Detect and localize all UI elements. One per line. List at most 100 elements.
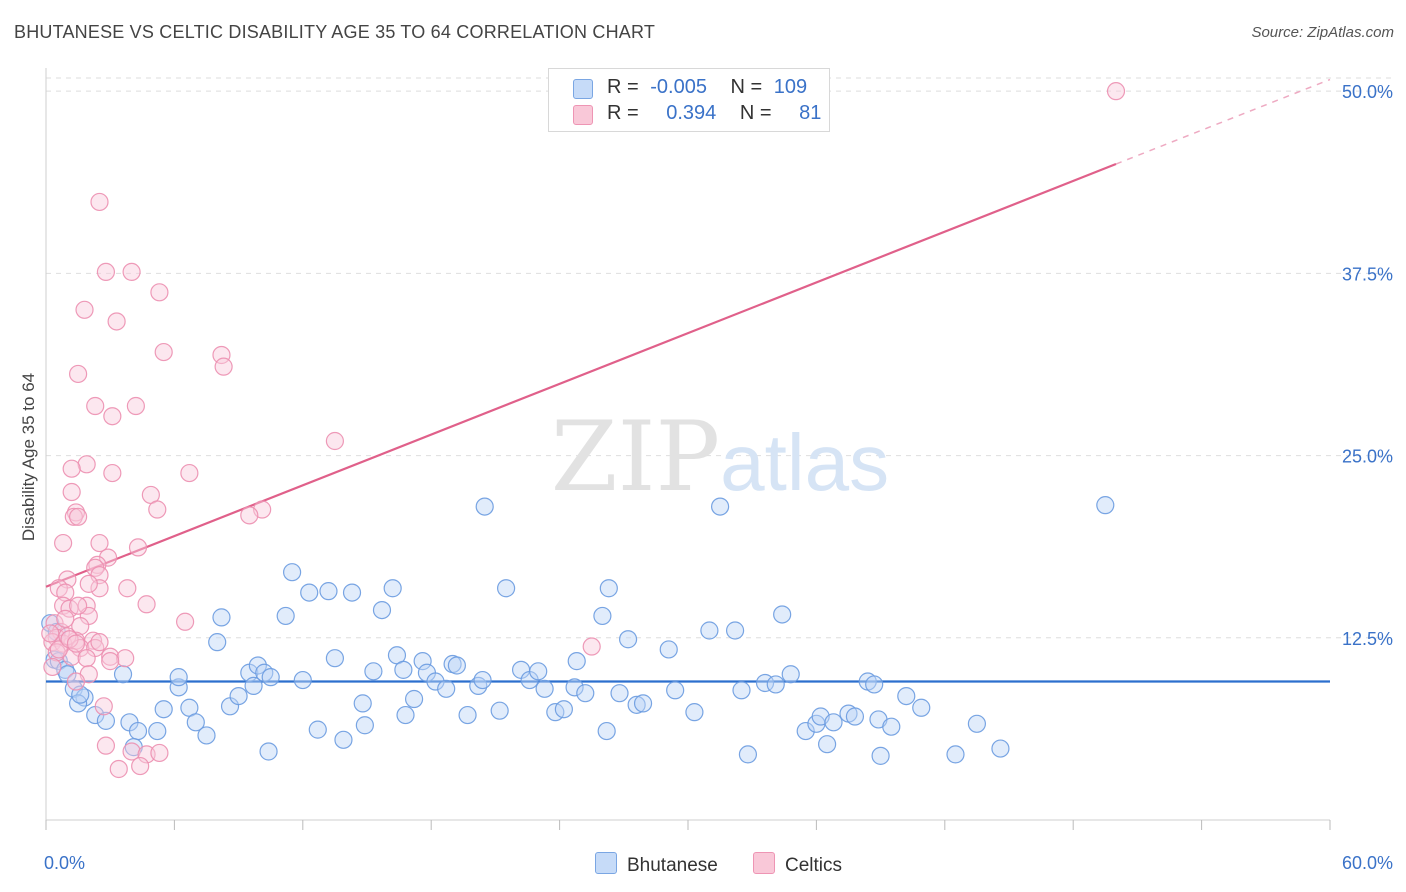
data-point-bhutanese <box>554 700 573 719</box>
legend-item-celtics[interactable]: Celtics <box>753 852 842 877</box>
data-point-bhutanese <box>710 497 730 516</box>
data-point-bhutanese <box>355 716 374 735</box>
data-point-celtics <box>103 463 122 483</box>
data-point-celtics <box>43 657 62 677</box>
y-axis-label: Disability Age 35 to 64 <box>19 373 38 541</box>
data-point-bhutanese <box>169 668 188 687</box>
data-point-celtics <box>90 533 109 553</box>
data-point-bhutanese <box>781 665 800 684</box>
n-label: N = <box>739 102 772 124</box>
data-point-celtics <box>176 612 195 631</box>
data-point-bhutanese <box>96 711 116 730</box>
data-point-bhutanese <box>659 640 678 659</box>
data-point-celtics <box>68 507 88 526</box>
data-point-bhutanese <box>197 726 216 745</box>
data-point-bhutanese <box>208 633 227 652</box>
data-point-bhutanese <box>458 705 477 725</box>
data-point-bhutanese <box>113 665 133 684</box>
data-point-celtics <box>68 596 88 615</box>
data-point-bhutanese <box>186 713 205 732</box>
data-point-bhutanese <box>169 678 188 697</box>
data-point-bhutanese <box>342 583 362 602</box>
r-label: R = <box>607 76 639 98</box>
data-point-bhutanese <box>882 717 901 736</box>
series-celtics <box>41 82 1126 779</box>
y-tick-label: 37.5% <box>1342 264 1393 284</box>
x-tick-label: 60.0% <box>1342 853 1393 873</box>
data-point-celtics <box>118 579 137 598</box>
data-point-celtics <box>71 617 90 636</box>
data-point-bhutanese <box>593 606 612 626</box>
data-point-celtics <box>128 538 148 557</box>
n-value: 81 <box>799 102 822 124</box>
legend-swatch-bhutanese <box>573 79 593 99</box>
data-point-celtics <box>41 624 60 643</box>
n-label: N = <box>730 76 763 98</box>
data-point-bhutanese <box>334 730 353 749</box>
data-point-celtics <box>150 743 169 763</box>
trend-line-celtics <box>45 163 1117 588</box>
data-point-celtics <box>109 759 128 779</box>
data-point-bhutanese <box>325 649 344 668</box>
data-point-celtics <box>77 455 96 474</box>
axes <box>45 68 1331 830</box>
data-point-bhutanese <box>475 497 494 516</box>
data-point-celtics <box>98 548 118 567</box>
data-point-celtics <box>137 595 156 614</box>
data-point-bhutanese <box>229 686 248 706</box>
data-point-celtics <box>77 649 96 668</box>
data-point-bhutanese <box>1096 496 1115 515</box>
data-point-bhutanese <box>700 621 719 640</box>
data-point-bhutanese <box>259 742 278 761</box>
data-point-bhutanese <box>261 668 280 687</box>
series-bhutanese <box>41 496 1115 765</box>
watermark-text: ZIPatlas <box>551 401 889 513</box>
legend-item-bhutanese[interactable]: Bhutanese <box>595 852 718 877</box>
r-value: 0.394 <box>666 102 717 124</box>
data-point-bhutanese <box>871 746 890 765</box>
data-point-bhutanese <box>597 721 616 741</box>
data-point-bhutanese <box>685 703 704 722</box>
data-point-bhutanese <box>300 583 319 602</box>
data-point-bhutanese <box>529 662 548 681</box>
y-tick-label: 12.5% <box>1342 629 1393 649</box>
data-point-bhutanese <box>732 681 751 700</box>
data-point-bhutanese <box>610 684 629 703</box>
data-point-bhutanese <box>353 694 372 713</box>
data-point-bhutanese <box>766 675 785 694</box>
data-point-celtics <box>101 652 120 671</box>
data-point-bhutanese <box>283 563 302 582</box>
data-point-celtics <box>116 649 135 668</box>
data-point-bhutanese <box>394 660 413 679</box>
grid <box>46 77 1396 639</box>
data-point-celtics <box>96 262 116 282</box>
watermark: ZIPatlas <box>551 401 889 513</box>
data-point-bhutanese <box>319 582 338 601</box>
data-point-celtics <box>122 742 141 761</box>
data-point-celtics <box>86 396 105 416</box>
y-tick-label: 50.0% <box>1342 82 1393 102</box>
data-point-celtics <box>212 345 231 365</box>
data-point-bhutanese <box>845 707 865 726</box>
chart-title: BHUTANESE VS CELTIC DISABILITY AGE 35 TO… <box>14 22 656 42</box>
data-point-bhutanese <box>128 721 148 741</box>
n-value: 109 <box>773 76 808 98</box>
data-point-celtics <box>90 192 109 212</box>
data-point-bhutanese <box>396 705 415 725</box>
data-point-bhutanese <box>565 678 584 697</box>
data-point-bhutanese <box>473 670 492 690</box>
data-point-bhutanese <box>404 689 424 709</box>
data-point-bhutanese <box>497 579 516 598</box>
data-point-celtics <box>94 697 113 716</box>
data-point-celtics <box>154 342 173 362</box>
data-point-celtics <box>62 482 81 502</box>
data-point-bhutanese <box>244 676 263 695</box>
data-point-celtics <box>68 364 88 384</box>
data-point-bhutanese <box>946 745 965 764</box>
data-point-bhutanese <box>817 735 837 754</box>
data-point-bhutanese <box>633 694 653 713</box>
trend-line-celtics-extension <box>1115 78 1331 165</box>
data-point-celtics <box>96 736 116 755</box>
data-point-celtics <box>75 300 94 319</box>
